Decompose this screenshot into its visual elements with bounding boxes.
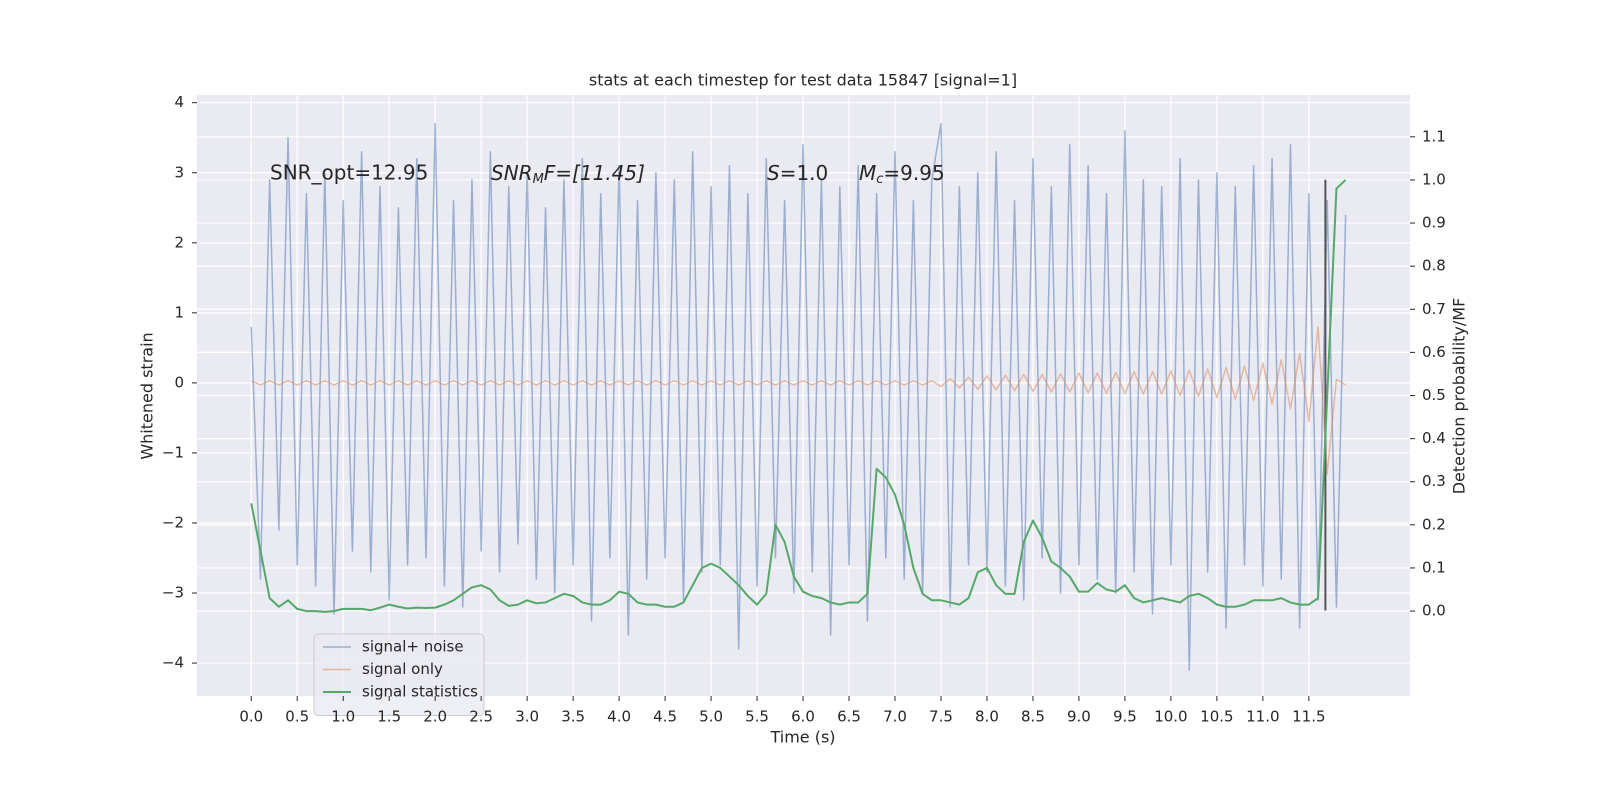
y2-tick-label: 0.1 [1422,558,1446,576]
annotation: SNRMF=[11.45] [491,161,645,187]
x-tick-label: 0.0 [239,708,263,726]
annotation: S=1.0 [767,161,828,185]
series-line [250,122,1347,671]
y2-tick-label: 0.8 [1422,257,1446,275]
y2-tick-label: 0.4 [1422,429,1446,447]
x-tick-label: 10.0 [1154,708,1187,726]
x-tick-label: 1.0 [331,708,355,726]
x-tick-label: 4.0 [607,708,631,726]
annotation-part: SNR [491,161,533,185]
x-tick-label: 7.0 [883,708,907,726]
series-line [250,326,1347,475]
y2-tick-label: 0.5 [1422,386,1446,404]
x-tick-label: 11.0 [1246,708,1279,726]
y2-axis-label: Detection probability/MF [1450,298,1469,495]
y-tick-label: 0 [174,373,184,391]
x-tick-label: 7.5 [929,708,953,726]
legend-label: signal only [362,660,443,678]
x-tick-label: 4.5 [653,708,677,726]
legend-label: signal+ noise [362,638,464,656]
y2-tick-label: 0.6 [1422,343,1446,361]
x-axis-label: Time (s) [769,728,835,747]
annotation: SNR_opt=12.95 [270,161,428,185]
x-tick-label: 2.0 [423,708,447,726]
y-tick-label: −2 [162,513,184,531]
x-tick-label: 5.5 [745,708,769,726]
x-tick-label: 3.0 [515,708,539,726]
annotation-subscript: c [876,172,883,187]
annotation-part: =9.95 [883,161,944,185]
y-tick-label: 3 [174,163,184,181]
chart-title: stats at each timestep for test data 158… [589,71,1017,90]
legend-box [313,633,485,716]
x-tick-label: 0.5 [285,708,309,726]
legend: signal+ noise signal only signal statistic… [313,633,485,716]
y-tick-label: 1 [174,303,184,321]
y2-tick-label: 0.7 [1422,300,1446,318]
y2-tick-label: 1.0 [1422,170,1446,188]
y2-tick-label: 1.1 [1422,127,1446,145]
x-tick-label: 3.5 [561,708,585,726]
y2-tick-label: 0.0 [1422,602,1446,620]
annotation: Mc=9.95 [859,161,945,187]
x-tick-label: 10.5 [1200,708,1233,726]
y-tick-label: −3 [162,584,184,602]
annotation-subscript: M [533,172,544,187]
y2-tick-label: 0.2 [1422,515,1446,533]
x-tick-label: 11.5 [1292,708,1325,726]
x-tick-label: 5.0 [699,708,723,726]
y-tick-label: −4 [162,654,184,672]
x-tick-label: 8.0 [975,708,999,726]
annotation-part: F=[11.45] [544,161,645,185]
series-line [250,179,1347,613]
x-tick-label: 9.5 [1113,708,1137,726]
x-tick-label: 6.5 [837,708,861,726]
y-tick-label: −1 [162,443,184,461]
x-tick-label: 2.5 [469,708,493,726]
y-tick-label: 4 [174,93,184,111]
x-tick-label: 9.0 [1067,708,1091,726]
plot [250,122,1347,671]
annotation-part: =1.0 [780,161,829,185]
y2-tick-label: 0.3 [1422,472,1446,490]
x-tick-label: 8.5 [1021,708,1045,726]
annotation-part: S [767,161,780,185]
y-tick-label: 2 [174,233,184,251]
annotation-part: M [859,161,876,185]
x-tick-label: 6.0 [791,708,815,726]
x-tick-label: 1.5 [377,708,401,726]
y-axis-label: Whitened strain [138,332,157,459]
y2-tick-label: 0.9 [1422,214,1446,232]
legend-label: signal statistics [362,683,478,701]
